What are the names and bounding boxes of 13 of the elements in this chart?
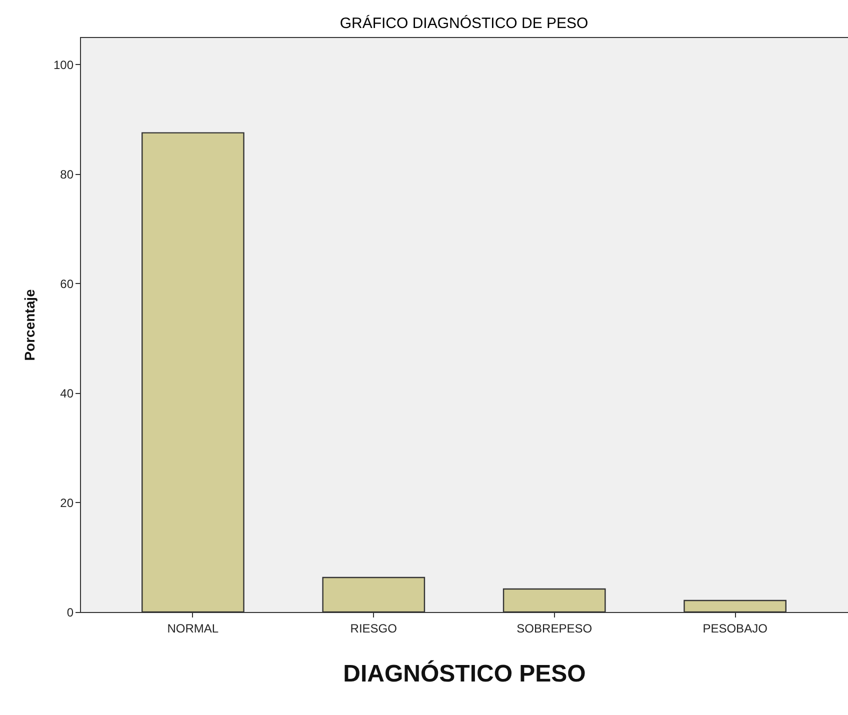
x-axis-title: DIAGNÓSTICO PESO [343,660,586,688]
x-tick-label: SOBREPESO [516,622,592,636]
x-tick-label: NORMAL [167,622,219,636]
x-tick-label: RIESGO [350,622,397,636]
chart-title: GRÁFICO DIAGNÓSTICO DE PESO [340,14,588,32]
y-tick-label: 40 [60,386,74,400]
y-tick-label: 20 [60,496,74,510]
y-tick-label: 80 [60,167,74,182]
y-tick-label: 100 [53,58,74,72]
x-tick-label: PESOBAJO [702,622,768,636]
y-tick-label: 0 [66,606,74,620]
y-tick-label: 60 [60,276,74,291]
y-axis-title: Porcentaje [21,288,38,361]
